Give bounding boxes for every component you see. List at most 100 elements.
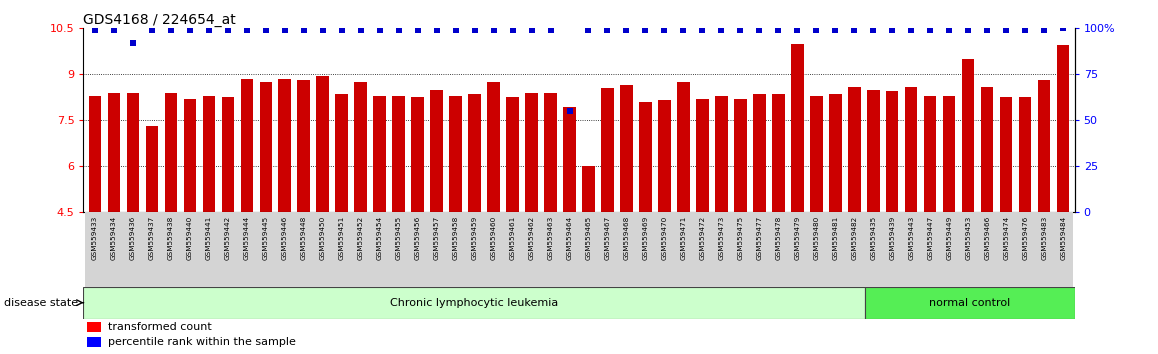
Text: GSM559477: GSM559477 bbox=[756, 216, 762, 261]
Point bbox=[484, 27, 503, 33]
Bar bbox=[184, 99, 196, 212]
Bar bbox=[393, 96, 405, 212]
Bar bbox=[241, 79, 252, 212]
Point bbox=[579, 27, 598, 33]
Point bbox=[789, 27, 807, 33]
Bar bbox=[811, 96, 822, 212]
Bar bbox=[541, 212, 560, 287]
Bar bbox=[89, 96, 101, 212]
Bar bbox=[845, 212, 864, 287]
Point bbox=[199, 27, 218, 33]
Bar bbox=[332, 212, 351, 287]
Bar bbox=[906, 87, 917, 212]
Bar bbox=[313, 212, 332, 287]
Bar bbox=[1035, 212, 1054, 287]
Text: GSM559441: GSM559441 bbox=[206, 216, 212, 261]
Point bbox=[161, 27, 179, 33]
Text: GSM559464: GSM559464 bbox=[566, 216, 572, 261]
Text: GSM559452: GSM559452 bbox=[358, 216, 364, 261]
Point bbox=[845, 27, 864, 33]
Point bbox=[541, 27, 559, 33]
Text: GSM559470: GSM559470 bbox=[661, 216, 667, 261]
Text: GSM559454: GSM559454 bbox=[376, 216, 382, 261]
Bar bbox=[123, 212, 142, 287]
Bar bbox=[731, 212, 750, 287]
Text: GSM559472: GSM559472 bbox=[699, 216, 705, 261]
Bar bbox=[848, 87, 860, 212]
Point bbox=[86, 27, 104, 33]
Point bbox=[466, 27, 484, 33]
Point bbox=[750, 27, 769, 33]
Point bbox=[142, 27, 161, 33]
Point bbox=[181, 27, 199, 33]
Text: GSM559482: GSM559482 bbox=[851, 216, 857, 261]
Text: GSM559439: GSM559439 bbox=[889, 216, 895, 261]
Bar bbox=[104, 212, 123, 287]
Text: GSM559436: GSM559436 bbox=[130, 216, 135, 261]
Point bbox=[599, 27, 617, 33]
Text: GSM559475: GSM559475 bbox=[738, 216, 743, 261]
Bar bbox=[87, 322, 101, 332]
Point bbox=[294, 27, 313, 33]
Bar bbox=[921, 212, 940, 287]
Text: GSM559434: GSM559434 bbox=[111, 216, 117, 261]
Text: GSM559443: GSM559443 bbox=[908, 216, 915, 261]
Bar bbox=[882, 212, 902, 287]
Bar bbox=[203, 96, 215, 212]
Bar bbox=[1016, 212, 1035, 287]
Bar bbox=[316, 76, 329, 212]
Text: GSM559455: GSM559455 bbox=[396, 216, 402, 261]
Bar bbox=[997, 212, 1016, 287]
Bar bbox=[427, 212, 446, 287]
Bar bbox=[221, 97, 234, 212]
Bar bbox=[674, 212, 692, 287]
Point bbox=[769, 27, 787, 33]
Text: GSM559478: GSM559478 bbox=[776, 216, 782, 261]
Bar bbox=[142, 212, 161, 287]
Point bbox=[409, 27, 427, 33]
Bar bbox=[867, 90, 880, 212]
Point bbox=[256, 27, 274, 33]
Bar bbox=[716, 96, 727, 212]
Bar bbox=[146, 126, 157, 212]
Bar bbox=[466, 212, 484, 287]
Text: GSM559445: GSM559445 bbox=[263, 216, 269, 261]
Bar bbox=[468, 94, 481, 212]
Text: GSM559476: GSM559476 bbox=[1023, 216, 1028, 261]
Bar bbox=[959, 212, 977, 287]
Bar bbox=[753, 94, 765, 212]
Text: GSM559447: GSM559447 bbox=[928, 216, 933, 261]
Text: GSM559458: GSM559458 bbox=[453, 216, 459, 261]
Bar bbox=[126, 93, 139, 212]
Text: normal control: normal control bbox=[929, 298, 1011, 308]
Bar bbox=[601, 88, 614, 212]
Bar bbox=[696, 99, 709, 212]
Text: GSM559438: GSM559438 bbox=[168, 216, 174, 261]
Text: GSM559479: GSM559479 bbox=[794, 216, 800, 261]
Text: GSM559461: GSM559461 bbox=[510, 216, 515, 261]
Point bbox=[446, 27, 464, 33]
Bar bbox=[276, 212, 294, 287]
Point bbox=[902, 27, 921, 33]
Text: GSM559471: GSM559471 bbox=[681, 216, 687, 261]
Text: GSM559466: GSM559466 bbox=[984, 216, 990, 261]
Text: GSM559460: GSM559460 bbox=[491, 216, 497, 261]
Bar bbox=[506, 97, 519, 212]
Bar bbox=[639, 102, 652, 212]
Bar bbox=[354, 82, 367, 212]
Bar bbox=[373, 96, 386, 212]
Point bbox=[959, 27, 977, 33]
Bar bbox=[621, 85, 632, 212]
Bar bbox=[256, 212, 276, 287]
Point bbox=[826, 27, 844, 33]
Bar bbox=[294, 212, 313, 287]
Point bbox=[560, 108, 579, 114]
Text: GSM559462: GSM559462 bbox=[528, 216, 535, 261]
Text: disease state: disease state bbox=[3, 298, 78, 308]
Text: GSM559474: GSM559474 bbox=[1003, 216, 1010, 261]
Bar bbox=[563, 107, 576, 212]
Text: GSM559481: GSM559481 bbox=[833, 216, 838, 261]
Text: GSM559465: GSM559465 bbox=[586, 216, 592, 261]
Bar bbox=[712, 212, 731, 287]
Bar bbox=[522, 212, 541, 287]
